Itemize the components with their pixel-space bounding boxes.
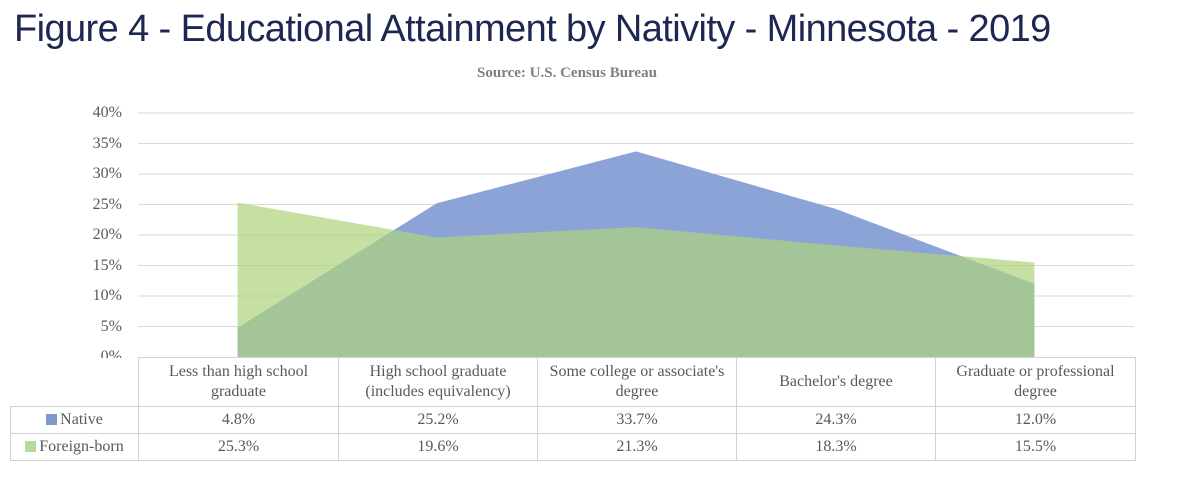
category-header: Some college or associate's degree (537, 357, 737, 407)
y-axis-tick-label: 30% (92, 165, 122, 182)
series-name: Native (60, 411, 103, 428)
y-axis: 0% 5% 10% 15% 20% 25% 30% 35% 40% (0, 100, 124, 365)
category-header: Bachelor's degree (736, 357, 936, 407)
value-cell: 21.3% (537, 433, 737, 461)
data-table: Less than high school graduate High schoo… (10, 357, 1136, 461)
table-row-native: Native 4.8% 25.2% 33.7% 24.3% 12.0% (10, 406, 1136, 434)
category-header-row: Less than high school graduate High schoo… (10, 357, 1136, 407)
value-cell: 25.3% (138, 433, 339, 461)
value-cell: 24.3% (736, 406, 936, 434)
value-cell: 33.7% (537, 406, 737, 434)
table-row-foreign-born: Foreign-born 25.3% 19.6% 21.3% 18.3% 15.5% (10, 433, 1136, 461)
y-axis-tick-label: 25% (92, 195, 122, 213)
figure-title: Figure 4 - Educational Attainment by Nat… (14, 8, 1051, 50)
value-cell: 12.0% (935, 406, 1136, 434)
plot-area (138, 112, 1134, 357)
value-cell: 25.2% (338, 406, 538, 434)
y-axis-tick-label: 5% (100, 317, 122, 335)
y-axis-tick-label: 15% (92, 256, 122, 274)
category-header: Graduate or professional degree (935, 357, 1136, 407)
category-header: High school graduate (includes equivalen… (338, 357, 538, 407)
source-caption: Source: U.S. Census Bureau (477, 65, 657, 81)
series-name: Foreign-born (39, 438, 124, 455)
value-cell: 18.3% (736, 433, 936, 461)
y-axis-tick-label: 40% (92, 104, 122, 121)
table-corner-cell (10, 357, 139, 407)
legend-cell: Native (10, 406, 139, 434)
legend-swatch-icon (25, 441, 37, 452)
value-cell: 15.5% (935, 433, 1136, 461)
value-cell: 19.6% (338, 433, 538, 461)
y-axis-tick-label: 10% (92, 287, 122, 304)
area-foreign-born (237, 202, 1035, 357)
y-axis-tick-label: 35% (92, 134, 122, 152)
legend-swatch-icon (46, 414, 58, 425)
category-header: Less than high school graduate (138, 357, 339, 407)
value-cell: 4.8% (138, 406, 339, 434)
y-axis-tick-label: 20% (92, 226, 122, 243)
legend-cell: Foreign-born (10, 433, 139, 461)
